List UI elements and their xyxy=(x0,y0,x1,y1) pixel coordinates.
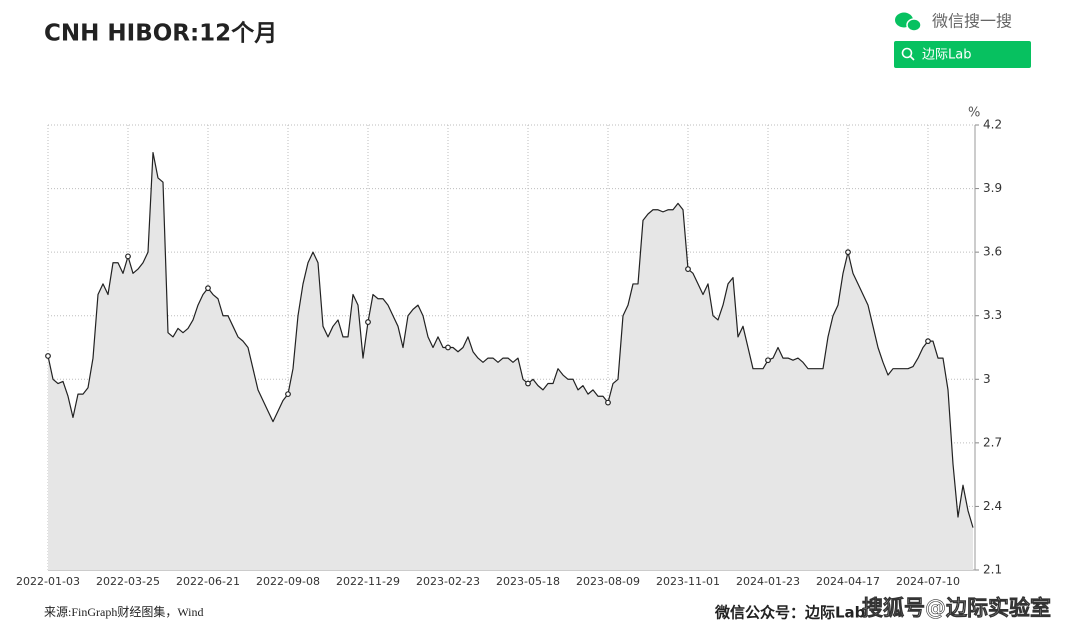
y-tick-label: 2.4 xyxy=(983,499,1002,513)
point-marker xyxy=(285,391,291,398)
point-marker xyxy=(685,266,691,272)
point-marker xyxy=(45,353,51,359)
area-fill xyxy=(48,152,973,571)
y-tick-label: 3 xyxy=(983,372,991,386)
point-marker xyxy=(125,253,131,260)
chart-title: CNH HIBOR:12个月 xyxy=(44,21,277,47)
search-label: 微信搜一搜 xyxy=(932,12,1012,31)
x-tick-label: 2023-08-09 xyxy=(576,575,640,588)
point-marker xyxy=(765,357,771,364)
y-tick-label: 2.1 xyxy=(983,563,1002,577)
x-tick-label: 2022-01-03 xyxy=(16,575,80,588)
point-marker xyxy=(845,249,851,256)
y-tick-label: 3.9 xyxy=(983,181,1002,195)
x-tick-label: 2023-05-18 xyxy=(496,575,560,588)
wechat-icon xyxy=(895,12,922,32)
x-tick-label: 2022-03-25 xyxy=(96,575,160,588)
x-tick-label: 2022-06-21 xyxy=(176,575,240,588)
search-query[interactable]: 边际Lab xyxy=(922,48,971,63)
x-tick-label: 2023-02-23 xyxy=(416,575,480,588)
line xyxy=(47,151,974,528)
x-tick-label: 2024-07-10 xyxy=(896,575,960,588)
x-tick-label: 2022-11-29 xyxy=(336,575,400,588)
x-tick-label: 2024-01-23 xyxy=(736,575,800,588)
point-marker xyxy=(205,285,211,292)
y-tick-label: 3.6 xyxy=(983,245,1002,259)
y-tick-label: 2.7 xyxy=(983,435,1002,449)
x-tick-label: 2022-09-08 xyxy=(256,575,320,588)
point-marker xyxy=(925,338,931,345)
y-tick-label: 4.2 xyxy=(983,118,1002,132)
point-marker xyxy=(525,380,531,387)
x-tick-label: 2024-04-17 xyxy=(816,575,880,588)
search-icon xyxy=(901,47,913,59)
search-widget: 微信搜一搜 边际Lab xyxy=(894,12,1031,68)
point-marker xyxy=(365,319,371,325)
point-marker xyxy=(605,399,611,406)
x-tick-label: 2023-11-01 xyxy=(656,575,720,588)
watermark: 搜狐号@边际实验室 xyxy=(862,596,1051,620)
footer-account: 微信公众号：边际Lab xyxy=(714,604,866,622)
unit-label: % xyxy=(968,106,980,121)
search-button[interactable] xyxy=(894,41,1031,68)
point-marker xyxy=(445,344,451,351)
y-tick-label: 3.3 xyxy=(983,308,1002,322)
source: 来源:FinGraph财经图集，Wind xyxy=(44,604,204,619)
